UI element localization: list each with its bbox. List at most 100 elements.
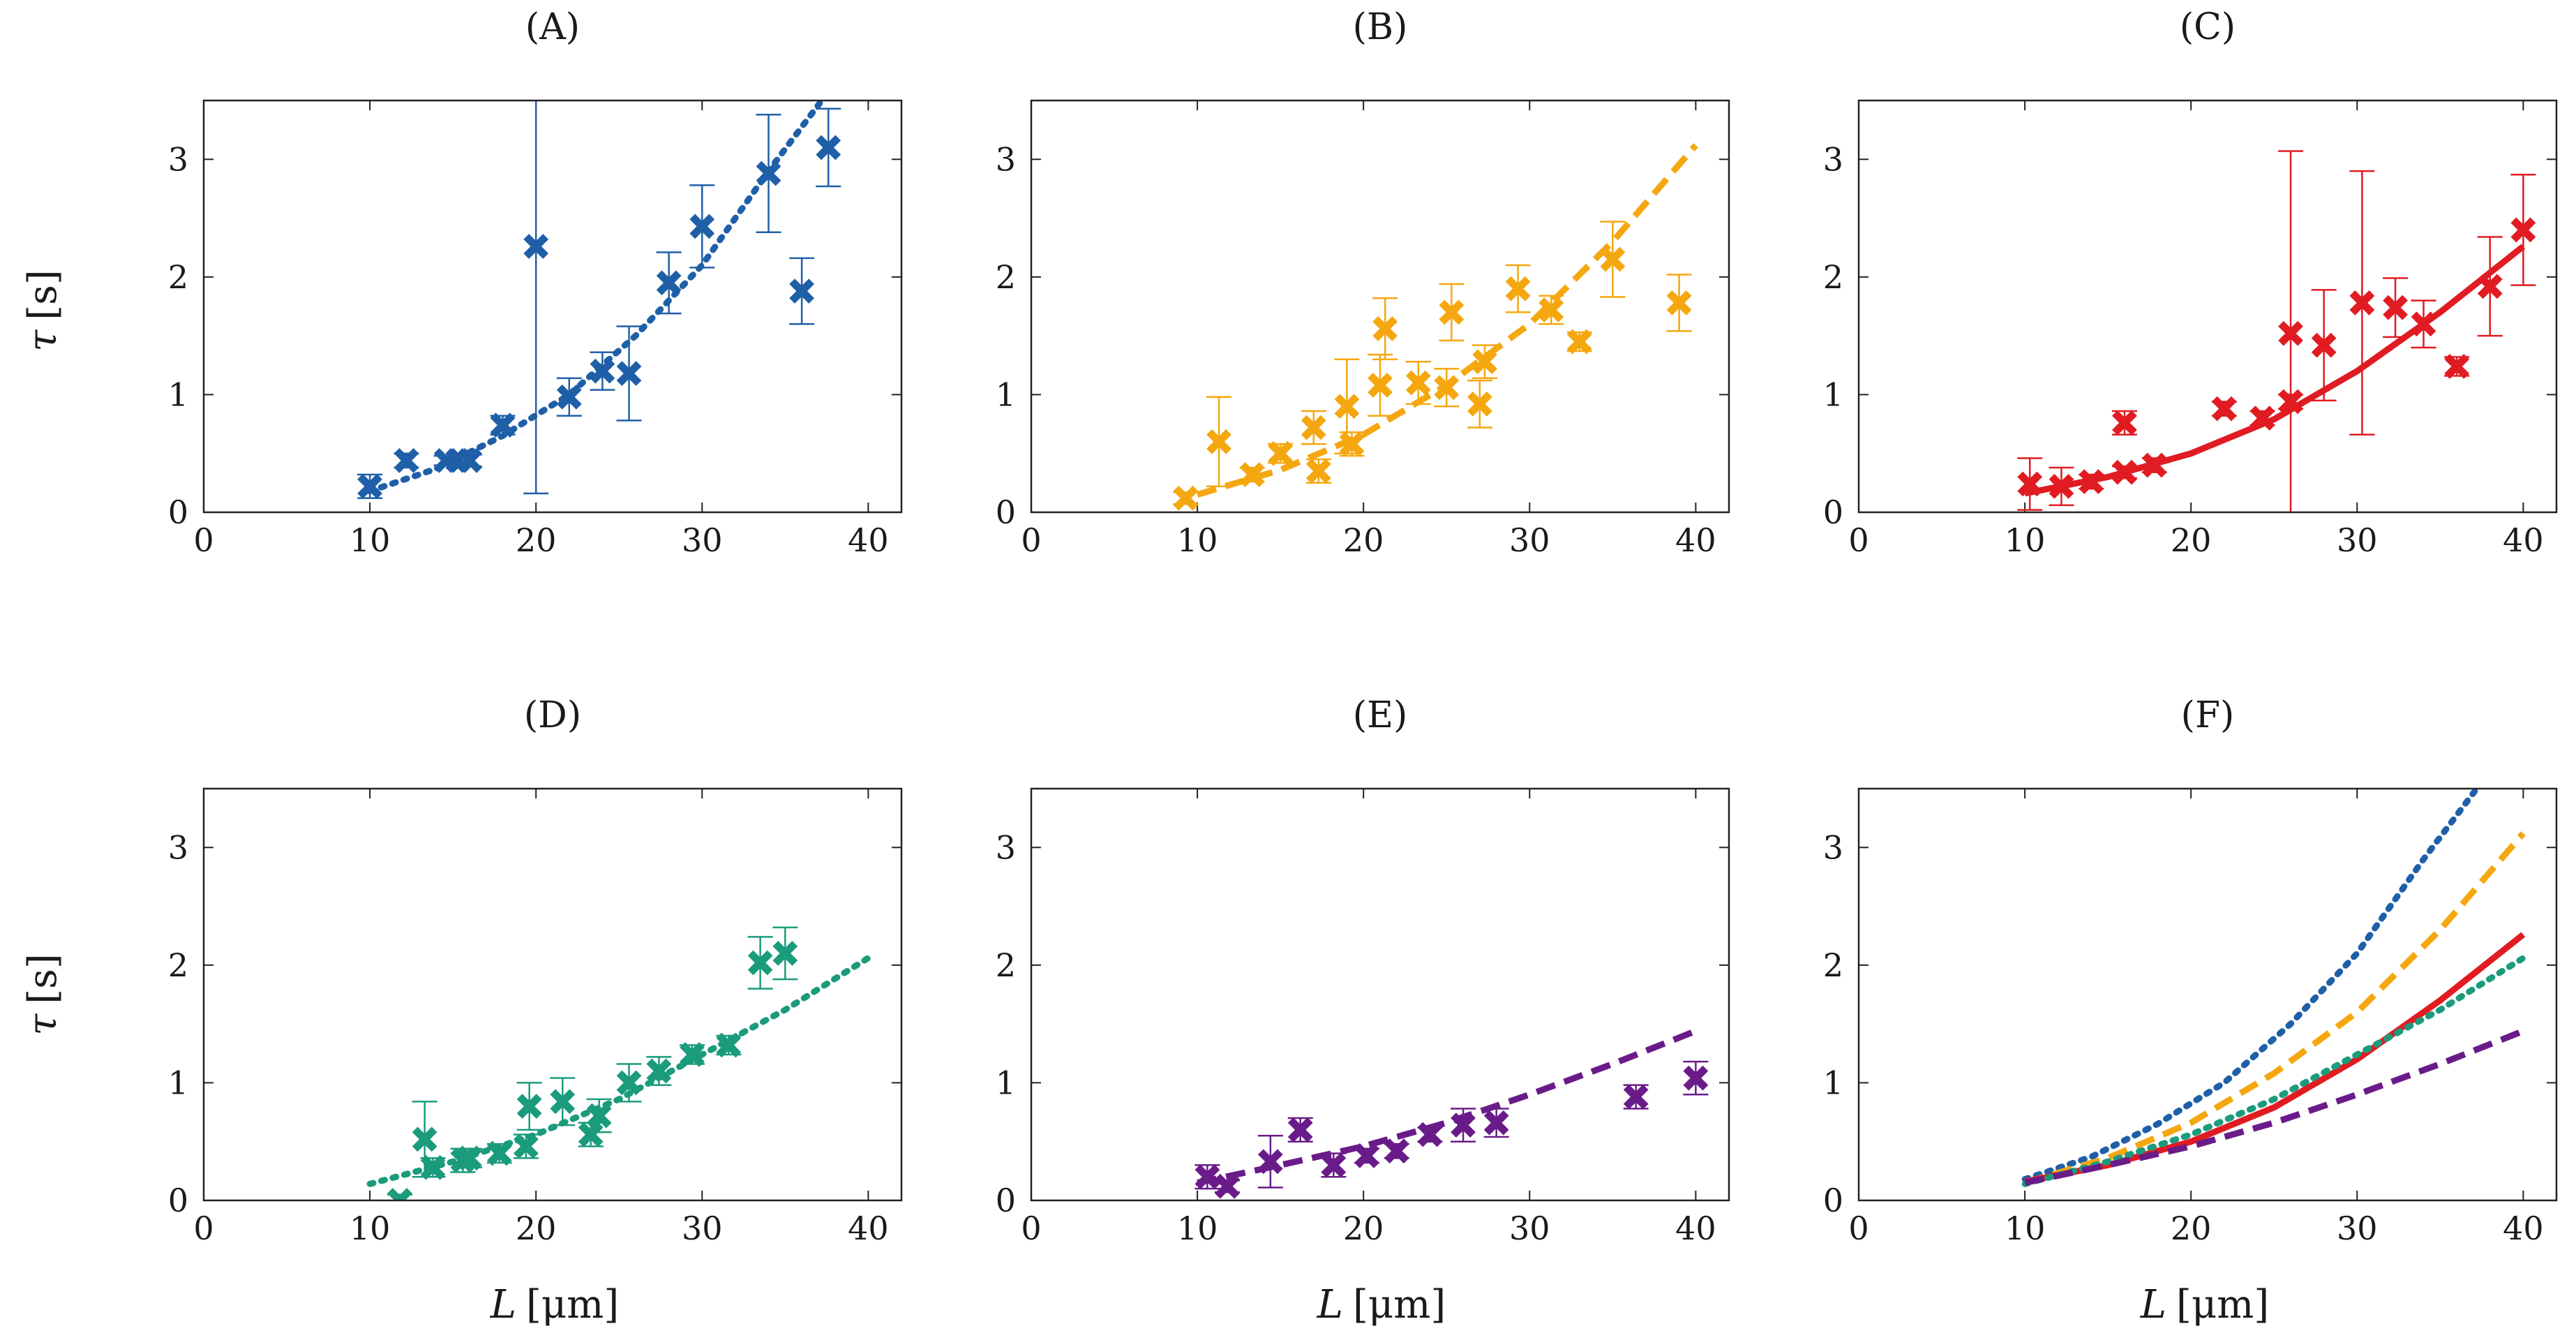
data-point [616, 361, 642, 386]
panel-a: (A) 0 10 20 30 40 0 1 2 3 [168, 6, 903, 559]
y-tick-label: 2 [168, 258, 188, 296]
plot-frame [202, 787, 903, 1202]
data-point [2510, 217, 2536, 243]
data-point [1417, 1122, 1443, 1147]
x-tick-label: 20 [2171, 1209, 2212, 1247]
data-point [2278, 389, 2303, 415]
y-tick-label: 2 [168, 946, 188, 984]
x-tick-label: 30 [2337, 1209, 2378, 1247]
y-tick-label: 1 [1823, 1064, 1843, 1101]
data-point [1566, 329, 1592, 355]
data-point [1215, 1173, 1240, 1199]
y-axis-unit: [s] [20, 269, 66, 320]
data-point [514, 1133, 539, 1159]
x-tick-label: 20 [2171, 521, 2212, 559]
data-point [2079, 469, 2104, 495]
y-tick-label: 2 [1823, 258, 1843, 296]
data-point [523, 234, 549, 259]
y-tick-label: 1 [996, 375, 1016, 413]
x-tick-label: 0 [1021, 521, 1041, 559]
plot-frame [202, 99, 903, 514]
x-tick-label: 40 [1675, 1209, 1716, 1247]
data-point [1451, 1112, 1476, 1138]
fit-curve [2024, 244, 2526, 497]
y-tick-label: 1 [996, 1064, 1016, 1101]
panel-title: (E) [1353, 694, 1408, 736]
y-tick-label: 3 [168, 140, 188, 178]
data-point [486, 1140, 512, 1166]
data-point [1439, 299, 1465, 325]
data-point [420, 1154, 446, 1180]
x-tick-label: 10 [2005, 1209, 2046, 1247]
fit-curve-b [2023, 831, 2526, 1186]
data-point [457, 1145, 482, 1171]
y-axis-label-row-1: τ [s] [20, 269, 66, 351]
data-point [1321, 1152, 1347, 1178]
x-tick-label: 40 [848, 521, 889, 559]
x-axis-unit: [μm] [526, 1282, 619, 1327]
plot-frame [1030, 787, 1730, 1202]
panel-title: (F) [2181, 694, 2235, 736]
x-tick-label: 20 [1343, 1209, 1384, 1247]
y-tick-label: 2 [996, 258, 1016, 296]
data-point [578, 1122, 604, 1147]
data-point [2112, 410, 2137, 436]
data-point [1368, 373, 1393, 398]
data-point [1239, 462, 1265, 487]
x-tick-label: 40 [1675, 521, 1716, 559]
data-point [457, 447, 482, 473]
plot-area [1173, 143, 1698, 511]
data-point [1467, 392, 1492, 417]
x-axis-unit: [μm] [2176, 1282, 2269, 1327]
plot-frame [1857, 787, 2558, 1202]
plot-area [357, 100, 841, 500]
x-tick-label: 10 [1177, 1209, 1218, 1247]
x-axis-label-d: L [μm] [490, 1282, 619, 1327]
panel-title: (C) [2180, 6, 2236, 48]
plot-area [1195, 1028, 1709, 1199]
y-tick-label: 1 [168, 375, 188, 413]
x-tick-label: 20 [516, 521, 557, 559]
data-point [1257, 1149, 1283, 1175]
data-point [1623, 1084, 1649, 1110]
y-tick-label: 2 [1823, 946, 1843, 984]
x-tick-label: 20 [1343, 521, 1384, 559]
x-tick-label: 10 [350, 1209, 391, 1247]
x-tick-label: 30 [2337, 521, 2378, 559]
x-axis-unit: [μm] [1353, 1282, 1446, 1327]
data-point [1405, 370, 1431, 396]
data-point [2249, 405, 2275, 431]
y-tick-label: 0 [996, 1182, 1016, 1219]
x-tick-label: 40 [2503, 1209, 2544, 1247]
data-point [1666, 290, 1692, 315]
y-axis-label-row-2: τ [s] [20, 953, 66, 1035]
data-point [1173, 485, 1199, 511]
data-point [1339, 431, 1365, 457]
data-point [680, 1042, 705, 1067]
x-tick-label: 40 [2503, 521, 2544, 559]
data-point [2383, 295, 2408, 320]
data-point [1301, 415, 1326, 440]
plot-area [366, 926, 871, 1200]
data-point [2049, 474, 2074, 499]
y-tick-label: 3 [168, 828, 188, 866]
data-point [590, 358, 615, 384]
y-tick-label: 3 [996, 828, 1016, 866]
fit-curve-d [2021, 955, 2526, 1187]
x-tick-label: 30 [682, 521, 723, 559]
x-tick-label: 30 [1509, 521, 1550, 559]
panel-title: (B) [1353, 6, 1408, 48]
data-point [1384, 1138, 1409, 1164]
data-point [1483, 1110, 1509, 1136]
x-tick-label: 10 [2005, 521, 2046, 559]
panel-title: (D) [524, 694, 581, 736]
y-tick-label: 1 [1823, 375, 1843, 413]
data-point [1206, 429, 1231, 454]
data-point [1600, 246, 1626, 272]
panel-b: (B) 0 10 20 30 40 0 1 2 3 [996, 6, 1730, 559]
data-point [550, 1089, 576, 1115]
panel-e: (E) 0 10 20 30 40 0 1 2 3 [996, 694, 1730, 1247]
data-point [716, 1032, 742, 1058]
